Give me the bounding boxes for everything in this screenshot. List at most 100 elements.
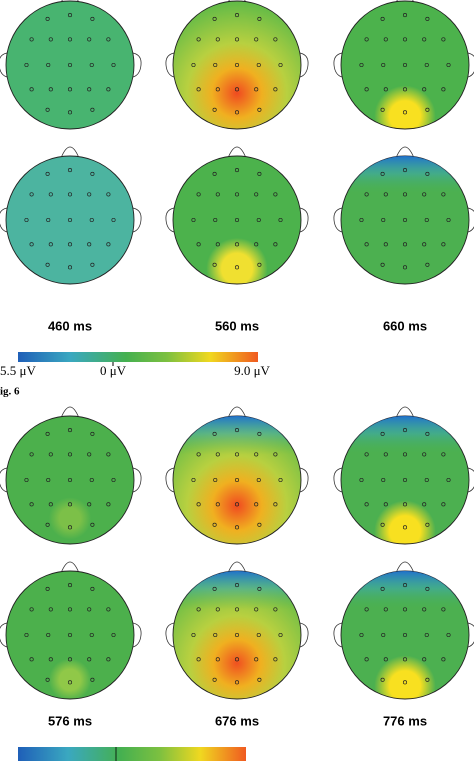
figure-caption: ig. 6 (0, 386, 20, 398)
electrode (441, 87, 446, 92)
scalp-map (172, 155, 302, 285)
electrode (254, 87, 259, 92)
electrode (48, 87, 53, 92)
electrode (273, 192, 278, 197)
nose (395, 406, 415, 419)
electrode (106, 192, 111, 197)
electrode (425, 262, 430, 267)
electrode (380, 16, 385, 21)
electrode (106, 87, 111, 92)
ear (333, 622, 343, 648)
head (0, 406, 142, 545)
electrode (422, 37, 427, 42)
electrode (191, 477, 196, 483)
ear (467, 467, 474, 493)
nose (227, 146, 247, 159)
time-label: 560 ms (215, 318, 259, 333)
scalp-map (5, 570, 135, 700)
electrode (45, 107, 50, 112)
electrode (422, 192, 427, 197)
electrode (446, 62, 451, 68)
electrode (29, 192, 34, 197)
electrode (90, 16, 95, 21)
electrode (359, 217, 364, 223)
ear (132, 467, 142, 493)
electrode (273, 87, 278, 92)
electrode (89, 217, 94, 223)
electrode (273, 502, 278, 507)
electrode (364, 657, 369, 662)
electrode (45, 522, 50, 527)
electrode (257, 16, 262, 21)
electrode (383, 37, 388, 42)
electrode (441, 452, 446, 457)
head (0, 146, 142, 285)
ear (132, 622, 142, 648)
electrode (402, 87, 408, 92)
electrode (213, 217, 218, 223)
head (0, 561, 142, 700)
electrode (90, 431, 95, 436)
electrode (212, 16, 217, 21)
electrode (111, 632, 116, 638)
electrode (254, 657, 259, 662)
electrode (254, 37, 259, 42)
electrode (45, 171, 50, 176)
electrode (196, 657, 201, 662)
electrode (383, 87, 388, 92)
electrode (67, 13, 73, 18)
electrode (425, 586, 430, 591)
electrode (257, 677, 262, 682)
time-label: 676 ms (215, 713, 259, 728)
electrode (422, 242, 427, 247)
electrode (212, 677, 217, 682)
electrode (106, 607, 111, 612)
electrode (46, 62, 51, 68)
electrode (87, 242, 92, 247)
nose (395, 146, 415, 159)
nose (227, 561, 247, 574)
ear (0, 467, 8, 493)
electrode (215, 87, 220, 92)
electrode (46, 632, 51, 638)
head (333, 406, 474, 545)
electrode (191, 632, 196, 638)
electrode (422, 87, 427, 92)
electrode (273, 657, 278, 662)
electrode (254, 192, 259, 197)
electrode (67, 657, 73, 662)
electrode (89, 62, 94, 68)
scalp-map (5, 155, 135, 285)
electrode (45, 586, 50, 591)
electrode (441, 502, 446, 507)
ear (467, 622, 474, 648)
electrode (67, 242, 73, 247)
electrode (212, 171, 217, 176)
ear (165, 207, 175, 233)
head (333, 561, 474, 700)
ear (467, 52, 474, 78)
electrode (90, 262, 95, 267)
electrode (215, 502, 220, 507)
electrode (46, 217, 51, 223)
electrode (425, 16, 430, 21)
colorbar-max-label: 9.0 μV (234, 363, 270, 378)
electrode (196, 37, 201, 42)
electrode (402, 110, 408, 115)
electrode (257, 262, 262, 267)
electrode (402, 13, 408, 18)
electrode (257, 431, 262, 436)
electrode (67, 428, 73, 433)
head (333, 0, 474, 130)
electrode (381, 632, 386, 638)
ear (299, 467, 309, 493)
electrode (364, 87, 369, 92)
electrode (383, 452, 388, 457)
electrode (278, 62, 283, 68)
electrode (67, 632, 73, 638)
electrode (24, 632, 29, 638)
electrode (402, 168, 408, 173)
electrode (278, 217, 283, 223)
electrode (196, 607, 201, 612)
electrode (90, 522, 95, 527)
